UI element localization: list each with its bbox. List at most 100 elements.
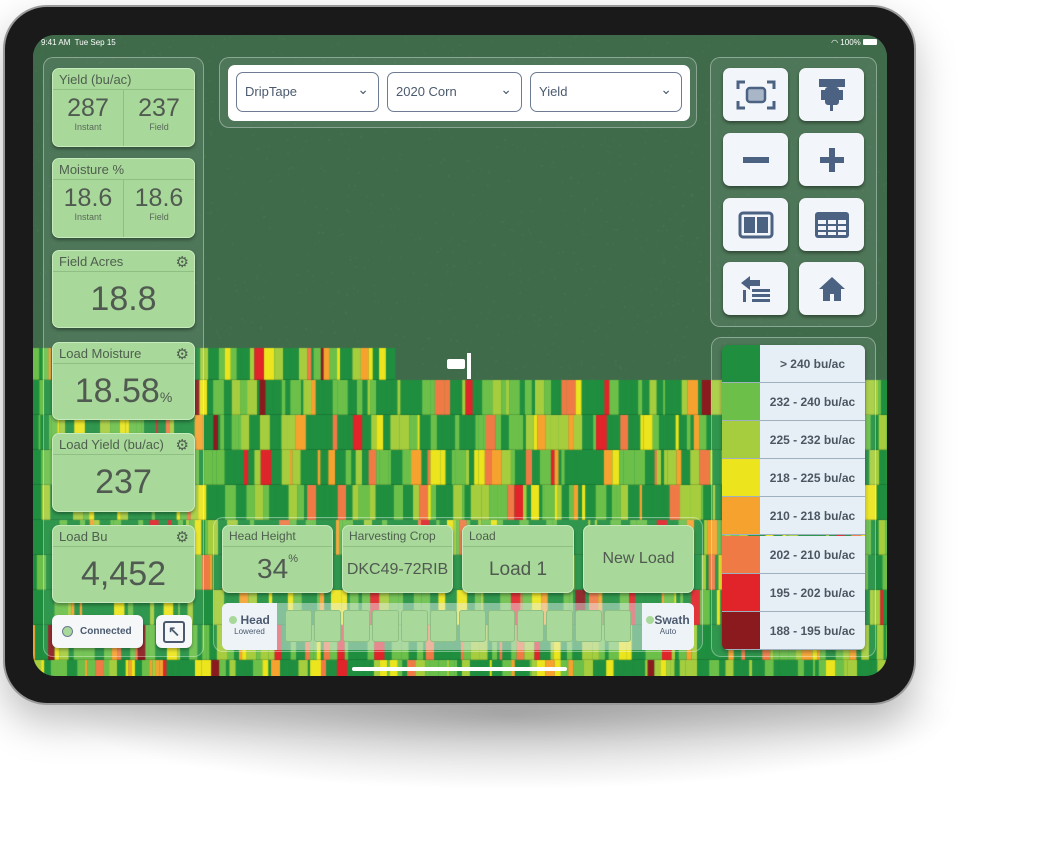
fit-view-button[interactable]	[723, 68, 788, 121]
zoom-out-button[interactable]	[723, 133, 788, 186]
chevron-down-icon: ⌄	[357, 81, 369, 98]
battery-icon	[863, 39, 877, 45]
table-view-button[interactable]	[799, 198, 864, 251]
unit: %	[288, 553, 298, 565]
yield-legend: > 240 bu/ac 232 - 240 bu/ac 225 - 232 bu/a…	[722, 345, 865, 650]
yield-instant: 287	[53, 94, 123, 122]
instant-label: Instant	[53, 122, 123, 132]
arrow-up-left-icon: ↖	[163, 621, 185, 643]
swath-state: Auto	[642, 627, 694, 636]
section-cell[interactable]	[285, 610, 312, 642]
swath-status[interactable]: Swath Auto	[642, 603, 694, 650]
card-title: Head Height	[223, 526, 332, 547]
section-cell[interactable]	[372, 610, 399, 642]
unit: %	[160, 389, 172, 405]
legend-label: 202 - 210 bu/ac	[760, 536, 865, 573]
card-title: Load Moisture	[59, 346, 141, 361]
chevron-down-icon: ⌄	[500, 81, 512, 98]
moisture-field: 18.6	[124, 184, 194, 212]
card-title: Moisture %	[53, 159, 194, 180]
legend-row: 210 - 218 bu/ac	[722, 497, 865, 535]
split-view-icon	[738, 211, 774, 239]
section-cell[interactable]	[430, 610, 457, 642]
card-title: Load Bu	[59, 529, 107, 544]
card-title: Load	[463, 526, 573, 547]
zoom-out-icon	[741, 145, 771, 175]
card-title: Yield (bu/ac)	[53, 69, 194, 90]
legend-label: 195 - 202 bu/ac	[760, 574, 865, 611]
connection-label: Connected	[80, 626, 132, 637]
legend-row: 225 - 232 bu/ac	[722, 421, 865, 459]
crop-value: DKC49-72RIB	[343, 547, 452, 579]
home-indicator	[352, 667, 567, 671]
connection-status-icon	[62, 626, 73, 637]
swath-bar: Head Lowered Swath Auto	[222, 603, 694, 650]
zoom-in-button[interactable]	[799, 133, 864, 186]
section-cell[interactable]	[604, 610, 631, 642]
layer-dropdown[interactable]: Yield ⌄	[530, 72, 682, 112]
legend-swatch	[722, 459, 760, 496]
crop-dropdown[interactable]: 2020 Corn ⌄	[387, 72, 522, 112]
yield-card: Yield (bu/ac) 287 Instant 237 Field	[52, 68, 195, 147]
combine-view-button[interactable]	[799, 68, 864, 121]
load-moisture-card: Load Moisture ⚙ 18.58%	[52, 342, 195, 420]
gear-icon[interactable]: ⚙	[176, 345, 189, 363]
gear-icon[interactable]: ⚙	[176, 253, 189, 271]
section-cell[interactable]	[488, 610, 515, 642]
legend-label: 225 - 232 bu/ac	[760, 421, 865, 458]
card-title: Harvesting Crop	[343, 526, 452, 547]
load-card[interactable]: Load Load 1	[462, 525, 574, 593]
gear-icon[interactable]: ⚙	[176, 528, 189, 546]
legend-row: 232 - 240 bu/ac	[722, 383, 865, 421]
fit-view-icon	[736, 80, 776, 110]
dropdown-value: Yield	[539, 84, 567, 99]
legend-swatch	[722, 421, 760, 458]
section-cell[interactable]	[314, 610, 341, 642]
head-height-card: Head Height 34%	[222, 525, 333, 593]
new-load-button[interactable]: New Load	[583, 525, 694, 593]
section-cell[interactable]	[517, 610, 544, 642]
legend-label: 218 - 225 bu/ac	[760, 459, 865, 496]
dropdown-bar: DripTape ⌄ 2020 Corn ⌄ Yield ⌄	[228, 65, 690, 121]
wifi-icon: ◠	[831, 38, 838, 47]
section-cell[interactable]	[546, 610, 573, 642]
moisture-card: Moisture % 18.6 Instant 18.6 Field	[52, 158, 195, 238]
connected-button[interactable]: Connected	[52, 615, 143, 648]
section-cell[interactable]	[401, 610, 428, 642]
combine-position-icon	[443, 353, 473, 377]
legend-swatch	[722, 536, 760, 573]
table-icon	[814, 211, 850, 239]
section-cell[interactable]	[575, 610, 602, 642]
section-cell[interactable]	[343, 610, 370, 642]
section-cell[interactable]	[459, 610, 486, 642]
date: Tue Sep 15	[75, 38, 116, 47]
field-acres-card: Field Acres ⚙ 18.8	[52, 250, 195, 328]
split-view-button[interactable]	[723, 198, 788, 251]
dropdown-value: 2020 Corn	[396, 84, 457, 99]
field-dropdown[interactable]: DripTape ⌄	[236, 72, 379, 112]
battery-percent: 100%	[840, 38, 860, 47]
harvesting-crop-card[interactable]: Harvesting Crop DKC49-72RIB	[342, 525, 453, 593]
head-height-value: 34	[257, 553, 288, 584]
card-title: Field Acres	[59, 254, 123, 269]
load-bu-value: 4,452	[53, 547, 194, 594]
load-moisture-value: 18.58	[75, 372, 160, 410]
zoom-in-icon	[817, 145, 847, 175]
load-yield-card: Load Yield (bu/ac) ⚙ 237	[52, 433, 195, 512]
field-label: Field	[124, 212, 194, 222]
head-status[interactable]: Head Lowered	[222, 603, 277, 650]
back-button[interactable]	[723, 262, 788, 315]
head-state: Lowered	[222, 627, 277, 636]
legend-swatch	[722, 383, 760, 420]
legend-row: 218 - 225 bu/ac	[722, 459, 865, 497]
home-button[interactable]	[799, 262, 864, 315]
new-load-label: New Load	[602, 550, 674, 568]
gear-icon[interactable]: ⚙	[176, 436, 189, 454]
yield-field: 237	[124, 94, 194, 122]
field-label: Field	[124, 122, 194, 132]
back-list-icon	[739, 274, 773, 304]
load-yield-value: 237	[53, 455, 194, 502]
field-acres-value: 18.8	[53, 272, 194, 319]
collapse-button[interactable]: ↖	[156, 615, 192, 648]
load-value: Load 1	[463, 547, 573, 581]
